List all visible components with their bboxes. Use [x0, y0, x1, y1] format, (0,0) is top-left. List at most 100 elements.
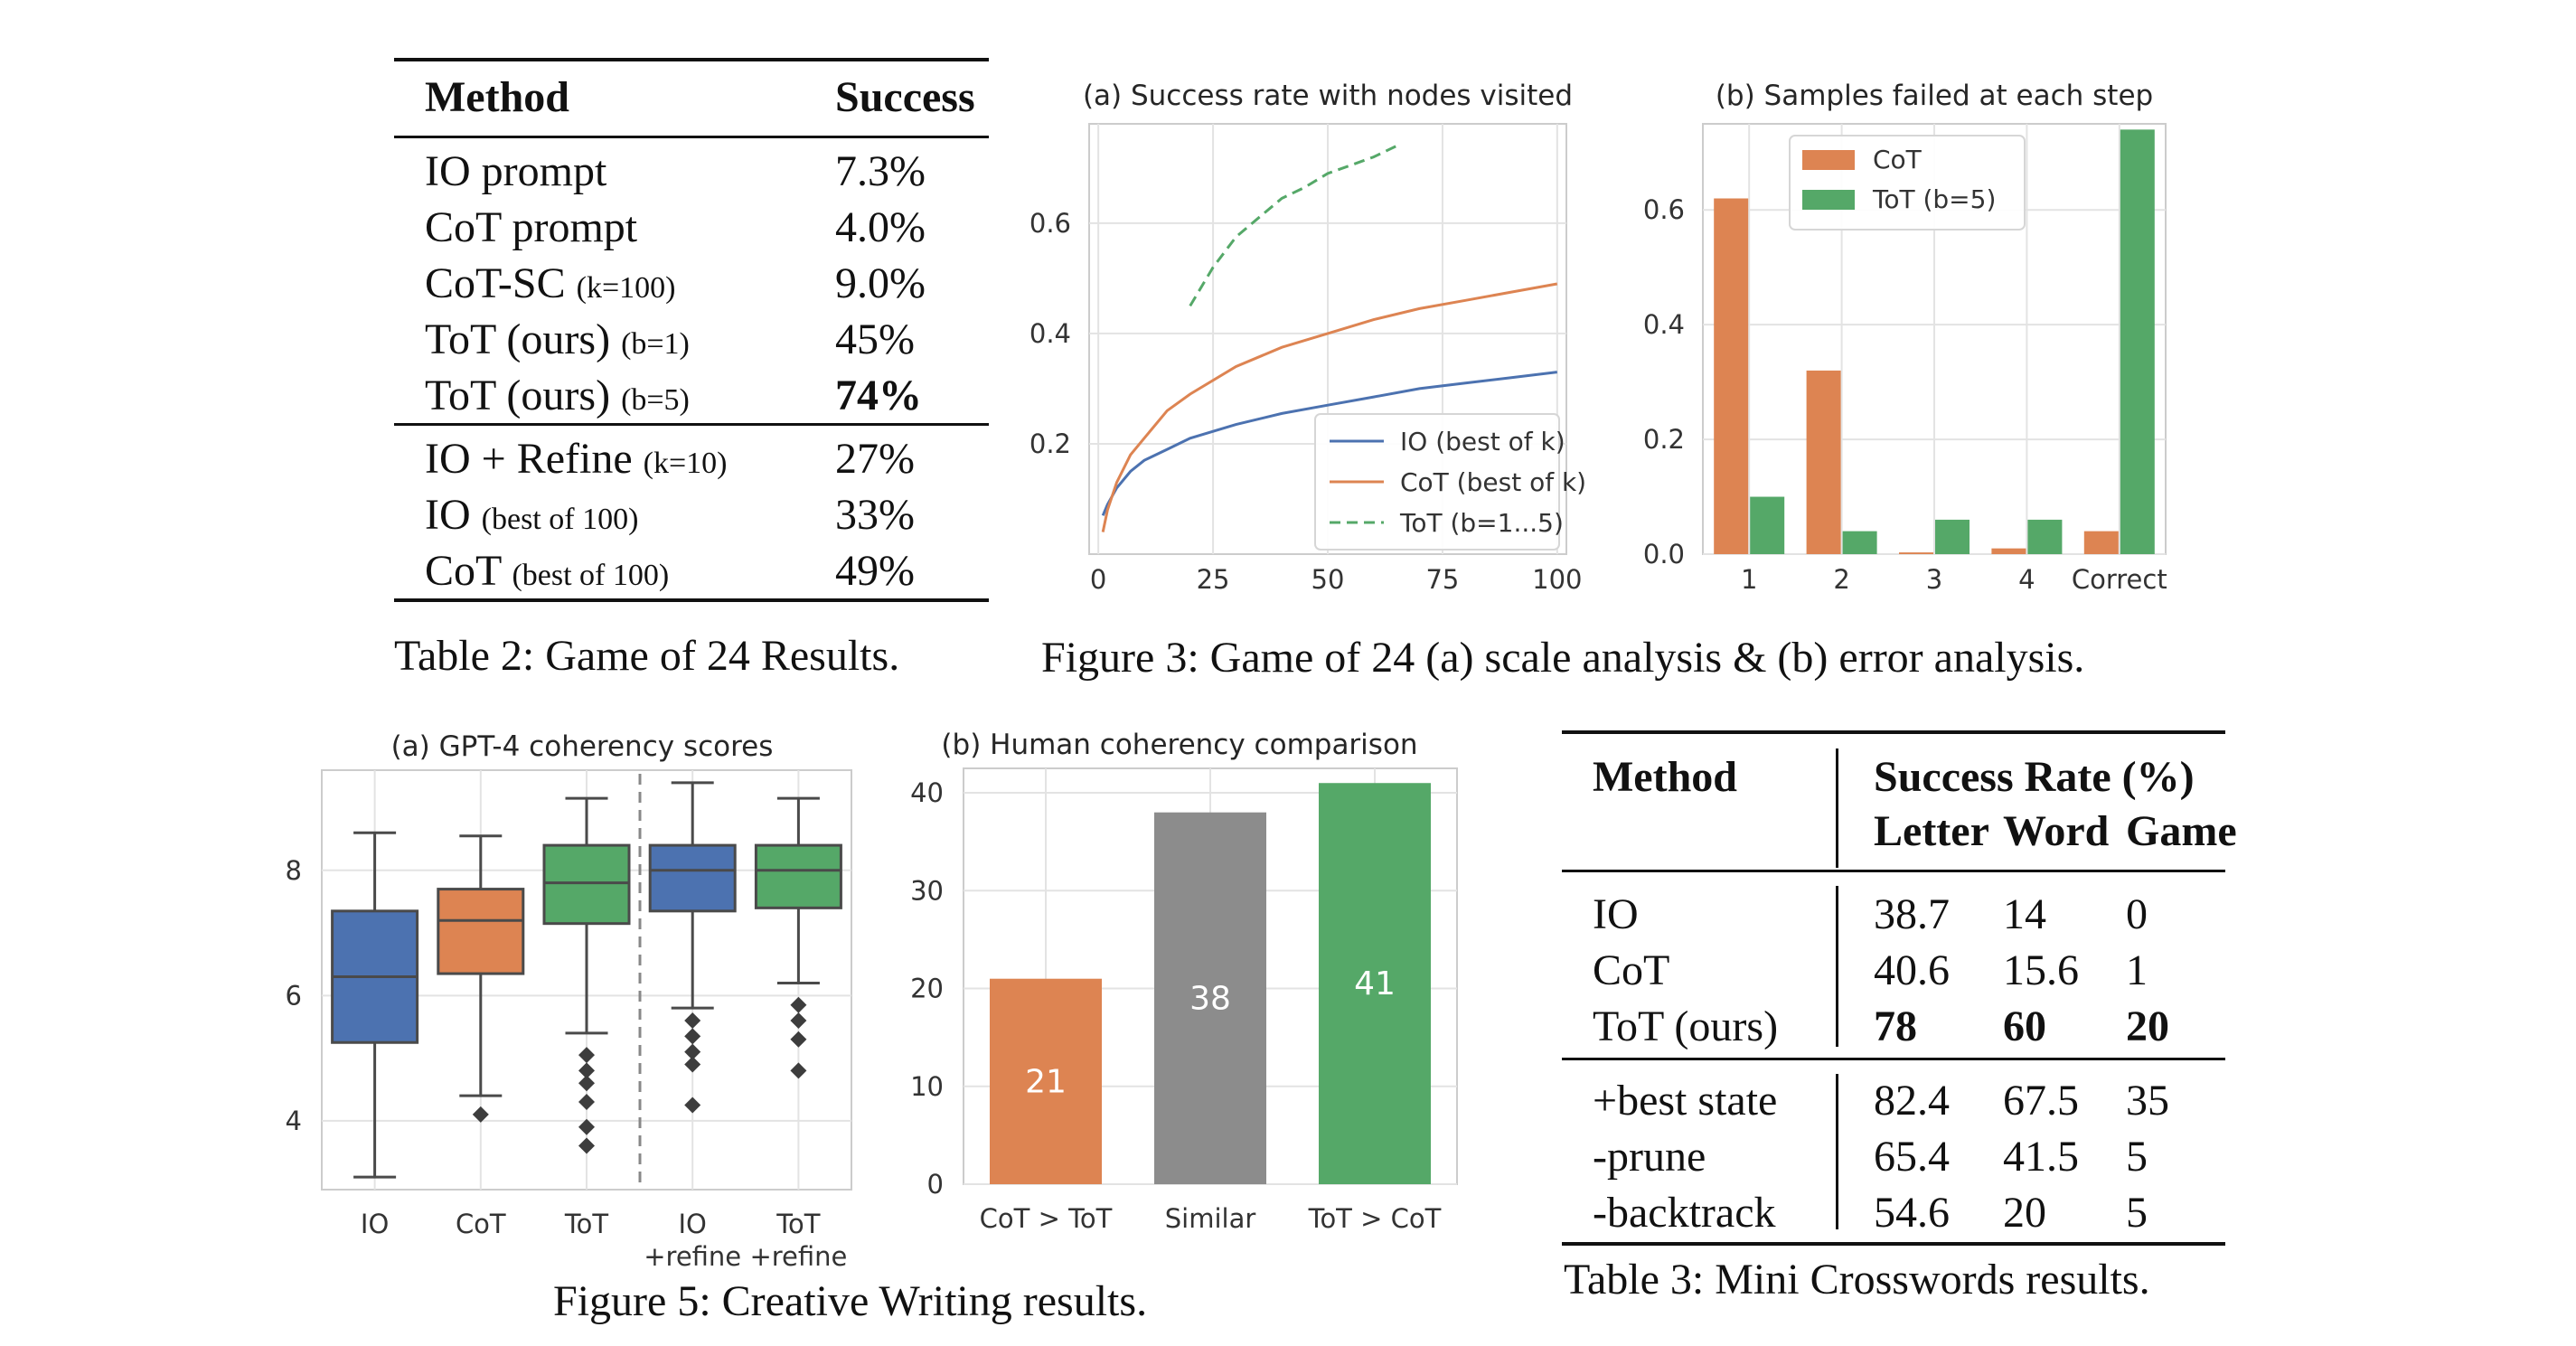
x-tick-label: Correct: [2072, 564, 2167, 595]
method-name: CoT: [425, 547, 502, 595]
data-label: 38: [1189, 980, 1231, 1017]
method-cell: +best state: [1593, 1077, 1778, 1125]
value-cell: 54.6: [1874, 1189, 1950, 1237]
method-name: ToT (ours): [425, 315, 611, 363]
legend-swatch: [1802, 190, 1855, 210]
legend-label: ToT (b=5): [1872, 184, 1996, 214]
method-param: (k=10): [643, 447, 728, 480]
bar: [1714, 198, 1749, 555]
method-name: IO prompt: [425, 147, 607, 195]
method-param: (b=5): [621, 383, 690, 417]
y-tick-label: 0.6: [1643, 194, 1685, 225]
x-tick-label: CoT > ToT: [980, 1203, 1113, 1234]
x-tick-label: 1: [1741, 564, 1757, 595]
value-cell: 41.5: [2003, 1133, 2079, 1181]
x-tick-label: IO: [361, 1209, 389, 1239]
x-tick-label: 100: [1532, 564, 1582, 595]
method-cell: -backtrack: [1593, 1189, 1776, 1237]
outlier-point: [790, 1012, 807, 1030]
bar: [2120, 129, 2155, 554]
value-cell: 5: [2126, 1133, 2148, 1181]
chart-title: (b) Human coherency comparison: [941, 729, 1417, 761]
bar: [1806, 370, 1841, 554]
subheader-letter: Letter: [1874, 807, 1989, 855]
outlier-point: [578, 1118, 595, 1135]
method-name: ToT (ours): [425, 372, 611, 419]
method-name: CoT-SC: [425, 259, 566, 307]
method-cell: IO (best of 100): [425, 490, 638, 545]
chart-title: (b) Samples failed at each step: [1716, 80, 2153, 112]
bottom-rule: [1562, 1242, 2225, 1246]
success-cell: 4.0%: [835, 203, 926, 251]
value-cell: 1: [2126, 946, 2148, 994]
subheader-game: Game: [2126, 807, 2237, 855]
x-tick-label: 75: [1425, 564, 1459, 595]
outlier-point: [684, 1043, 701, 1060]
y-tick-label: 10: [910, 1071, 944, 1102]
outlier-point: [578, 1094, 595, 1111]
x-tick-label: +refine: [644, 1241, 741, 1272]
y-tick-label: 0.4: [1029, 318, 1071, 349]
bar: [1154, 812, 1266, 1184]
value-cell: 5: [2126, 1189, 2148, 1237]
bar: [1319, 783, 1431, 1184]
legend-box: [1314, 413, 1560, 551]
value-cell: 60: [2003, 1002, 2046, 1050]
x-tick-label: 0: [1090, 564, 1106, 595]
method-name: IO + Refine: [425, 435, 633, 483]
bar: [1991, 548, 2026, 554]
x-tick-label: 4: [2018, 564, 2035, 595]
outlier-point: [790, 1062, 807, 1079]
legend-label: ToT (b=1...5): [1399, 508, 1564, 538]
table-row: ToT (ours) (b=5) 74%: [425, 371, 989, 421]
y-tick-label: 0.0: [1643, 539, 1685, 569]
y-tick-label: 0: [927, 1169, 944, 1200]
y-tick-label: 0.2: [1029, 428, 1071, 459]
table-row: IO + Refine (k=10) 27%: [425, 434, 989, 485]
group2-vertical-rule: [1836, 1074, 1838, 1229]
bar: [1750, 496, 1785, 554]
header-vertical-rule: [1836, 748, 1838, 868]
table-row: IO prompt 7.3%: [425, 146, 989, 197]
method-cell: CoT prompt: [425, 202, 637, 253]
method-param: (k=100): [576, 271, 676, 305]
top-rule: [1562, 730, 2225, 734]
method-cell: IO: [1593, 890, 1639, 938]
chart-title: (a) GPT-4 coherency scores: [391, 730, 774, 763]
legend-swatch: [1802, 150, 1855, 170]
success-cell: 49%: [835, 547, 915, 595]
y-tick-label: 0.6: [1029, 208, 1071, 239]
data-label: 21: [1025, 1063, 1067, 1100]
series-line: [1189, 145, 1397, 307]
subheader-word: Word: [2003, 807, 2110, 855]
x-tick-label: 25: [1197, 564, 1230, 595]
x-tick-label: ToT: [776, 1209, 821, 1239]
y-tick-label: 0.2: [1643, 424, 1685, 455]
box: [754, 843, 842, 909]
x-tick-label: 50: [1312, 564, 1345, 595]
header-rule: [1562, 870, 2225, 872]
method-cell: ToT (ours) (b=1): [425, 315, 690, 370]
table-2-caption: Table 2: Game of 24 Results.: [394, 632, 900, 680]
table-header-row: Method Success: [425, 72, 989, 123]
method-cell: ToT (ours) (b=5): [425, 371, 690, 426]
method-param: (best of 100): [512, 559, 670, 592]
value-cell: 15.6: [2003, 946, 2079, 994]
method-cell: IO prompt: [425, 146, 606, 197]
y-tick-label: 30: [910, 875, 944, 906]
outlier-point: [578, 1137, 595, 1154]
value-cell: 35: [2126, 1077, 2169, 1125]
outlier-point: [578, 1047, 595, 1064]
value-cell: 82.4: [1874, 1077, 1950, 1125]
header-success: Success: [835, 73, 975, 121]
group1-vertical-rule: [1836, 886, 1838, 1047]
figure-3-caption: Figure 3: Game of 24 (a) scale analysis …: [1041, 634, 2085, 682]
figure-5a-chart: (a) GPT-4 coherency scores 4 6 8 IO CoT ToT IO…: [286, 730, 852, 1272]
x-tick-label: IO: [679, 1209, 707, 1239]
method-cell: -prune: [1593, 1133, 1706, 1181]
bar: [1842, 531, 1877, 554]
method-name: CoT prompt: [425, 203, 638, 251]
method-cell: CoT: [1593, 946, 1670, 994]
legend-label: CoT: [1873, 145, 1923, 174]
table-row: CoT (best of 100) 49%: [425, 546, 989, 597]
